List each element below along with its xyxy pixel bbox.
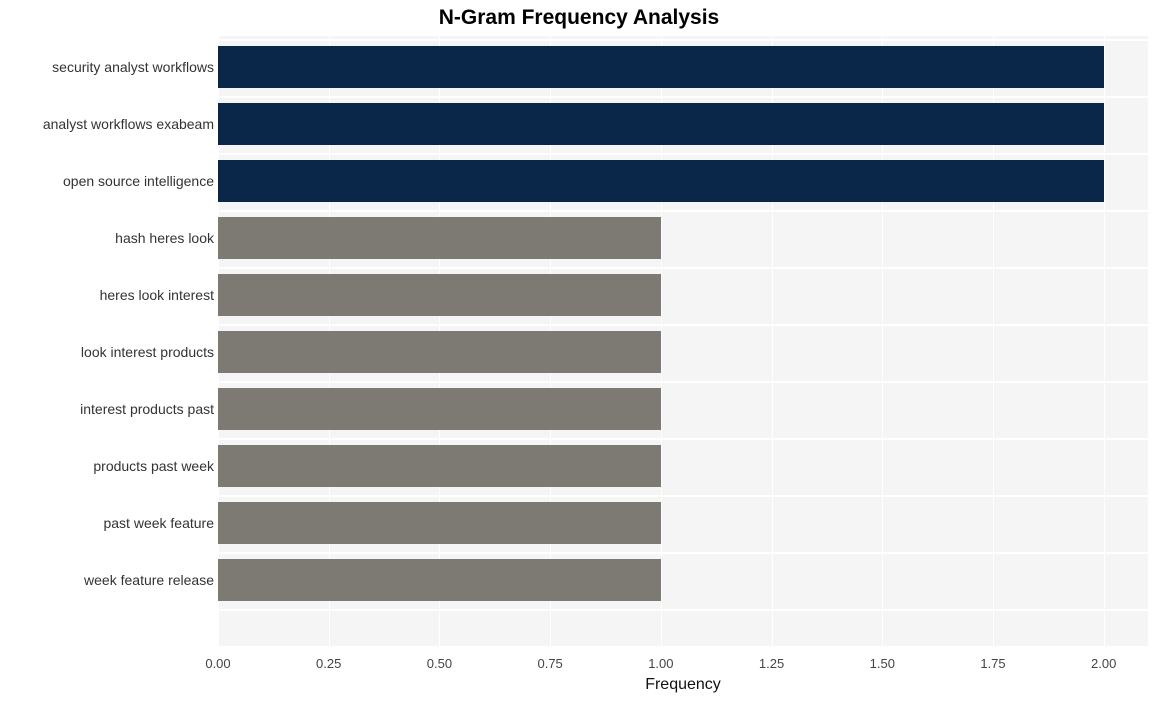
x-axis-title: Frequency [218, 676, 1148, 694]
bar [218, 388, 661, 430]
bar [218, 160, 1104, 202]
x-axis-tick-label: 1.75 [980, 656, 1005, 671]
y-axis-label: interest products past [80, 401, 214, 417]
y-axis-label: analyst workflows exabeam [43, 116, 214, 132]
plot-area [218, 36, 1148, 646]
bars-layer [218, 36, 1148, 646]
y-axis-label: hash heres look [115, 230, 214, 246]
x-axis-tick-label: 0.00 [205, 656, 230, 671]
bar [218, 559, 661, 601]
y-axis-label: products past week [93, 458, 214, 474]
y-axis-label: past week feature [103, 515, 214, 531]
bar [218, 46, 1104, 88]
ngram-frequency-chart: N-Gram Frequency Analysis security analy… [0, 0, 1158, 701]
x-axis-tick-label: 1.25 [759, 656, 784, 671]
y-axis-label: heres look interest [100, 287, 214, 303]
bar [218, 445, 661, 487]
bar [218, 217, 661, 259]
x-axis-tick-label: 0.25 [316, 656, 341, 671]
x-axis-tick-label: 1.50 [870, 656, 895, 671]
x-axis-tick-label: 2.00 [1091, 656, 1116, 671]
x-axis-tick-label: 0.50 [427, 656, 452, 671]
bar [218, 274, 661, 316]
y-axis-label: security analyst workflows [52, 59, 214, 75]
bar [218, 103, 1104, 145]
bar [218, 331, 661, 373]
y-axis-label: week feature release [84, 572, 214, 588]
x-axis-tick-label: 1.00 [648, 656, 673, 671]
y-axis-label: look interest products [81, 344, 214, 360]
x-axis-tick-labels: 0.000.250.500.751.001.251.501.752.00 [218, 656, 1148, 676]
y-axis-label: open source intelligence [63, 173, 214, 189]
y-axis-labels: security analyst workflows analyst workfl… [0, 36, 214, 646]
x-axis-tick-label: 0.75 [537, 656, 562, 671]
bar [218, 502, 661, 544]
chart-title: N-Gram Frequency Analysis [0, 6, 1158, 30]
